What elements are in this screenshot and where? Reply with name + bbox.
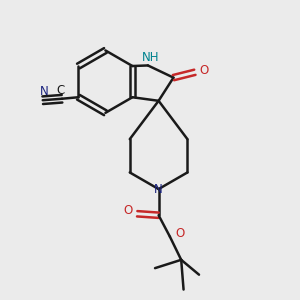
Text: N: N xyxy=(154,183,163,196)
Text: N: N xyxy=(40,85,49,98)
Text: O: O xyxy=(175,226,184,240)
Text: O: O xyxy=(199,64,208,77)
Text: O: O xyxy=(124,204,133,217)
Text: NH: NH xyxy=(142,51,160,64)
Text: C: C xyxy=(56,84,65,97)
